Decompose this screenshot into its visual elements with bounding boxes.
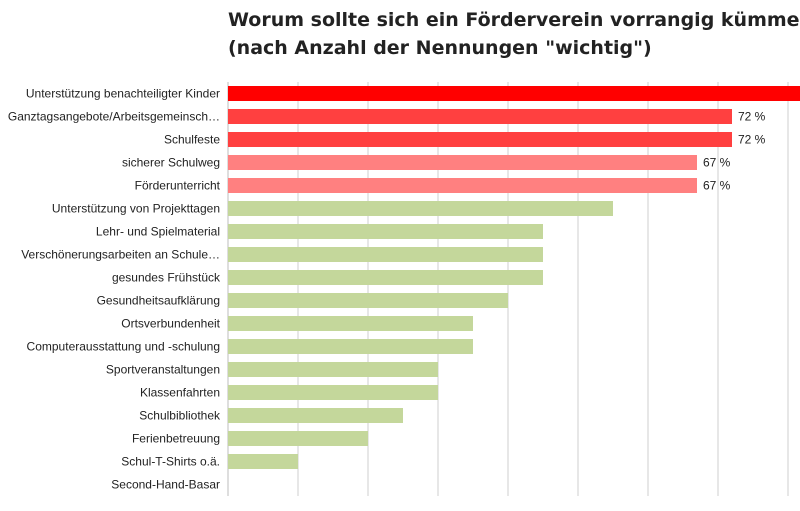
- category-label: Schulfeste: [164, 133, 220, 147]
- category-label: Verschönerungsarbeiten an Schule…: [21, 248, 220, 262]
- bar: [228, 454, 298, 469]
- bar: [228, 132, 732, 147]
- category-label: Ortsverbundenheit: [121, 317, 220, 331]
- bar: [228, 316, 473, 331]
- bar: [228, 178, 697, 193]
- category-label: gesundes Frühstück: [112, 271, 221, 285]
- bar: [228, 109, 732, 124]
- data-labels: 83 %72 %72 %67 %67 %: [703, 110, 766, 193]
- category-label: Klassenfahrten: [140, 386, 220, 400]
- category-label: Computerausstattung und -schulung: [27, 340, 220, 354]
- bar: [228, 362, 438, 377]
- category-label: Lehr- und Spielmaterial: [96, 225, 220, 239]
- category-label: Second-Hand-Basar: [111, 478, 220, 492]
- bar: [228, 155, 697, 170]
- chart-title: Worum sollte sich ein Förderverein vorra…: [228, 9, 800, 31]
- bar: [228, 247, 543, 262]
- category-label: Unterstützung benachteiligter Kinder: [26, 87, 220, 101]
- data-label: 67 %: [703, 179, 731, 193]
- category-label: Gesundheitsaufklärung: [97, 294, 220, 308]
- category-label: Ferienbetreuung: [132, 432, 220, 446]
- category-label: Förderunterricht: [135, 179, 221, 193]
- category-label: sicherer Schulweg: [122, 156, 220, 170]
- bar: [228, 408, 403, 423]
- category-labels: Unterstützung benachteiligter Kinder Ganz…: [8, 87, 221, 492]
- category-label: Ganztagsangebote/Arbeitsgemeinsch…: [8, 110, 220, 124]
- data-label: 67 %: [703, 156, 731, 170]
- bar: [228, 201, 613, 216]
- category-label: Schulbibliothek: [139, 409, 221, 423]
- bar: [228, 293, 508, 308]
- bar: [228, 385, 438, 400]
- bar: [228, 224, 543, 239]
- chart-subtitle: (nach Anzahl der Nennungen "wichtig"): [228, 37, 652, 59]
- bar: [228, 270, 543, 285]
- data-label: 72 %: [738, 133, 766, 147]
- data-label: 72 %: [738, 110, 766, 124]
- bar: [228, 431, 368, 446]
- category-label: Schul-T-Shirts o.ä.: [121, 455, 220, 469]
- bars: [228, 86, 800, 469]
- bar: [228, 86, 800, 101]
- category-label: Unterstützung von Projekttagen: [52, 202, 220, 216]
- gridlines: [227, 82, 789, 496]
- bar: [228, 339, 473, 354]
- category-label: Sportveranstaltungen: [106, 363, 220, 377]
